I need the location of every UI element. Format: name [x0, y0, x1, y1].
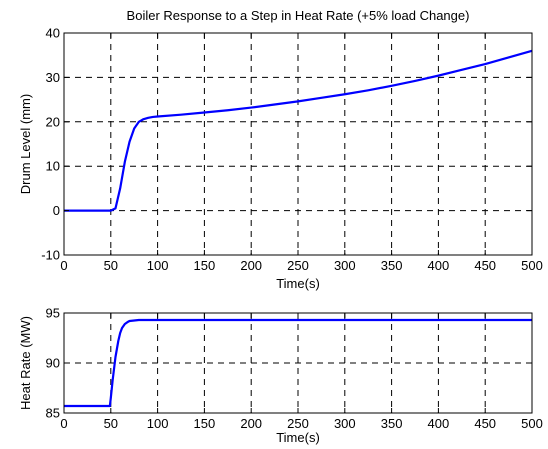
drum-level-x-tick-label: 500 — [521, 258, 543, 273]
drum-level-x-tick-label: 300 — [334, 258, 356, 273]
drum-level-x-tick-label: 150 — [194, 258, 216, 273]
heat-rate-x-tick-label: 200 — [240, 416, 262, 431]
drum-level-chart: 0 50 100 150 200 250 300 350 400 450 500-100102030… — [18, 8, 543, 291]
heat-rate-x-tick-label: 350 — [381, 416, 403, 431]
heat-rate-x-tick-label: 500 — [521, 416, 543, 431]
drum-level-y-tick-label: 0 — [53, 203, 60, 218]
heat-rate-x-tick-label: 400 — [428, 416, 450, 431]
heat-rate-y-axis-label: Heat Rate (MW) — [18, 316, 33, 410]
drum-level-y-tick-label: 10 — [46, 159, 60, 174]
drum-level-chart-title: Boiler Response to a Step in Heat Rate (… — [127, 8, 470, 23]
heat-rate-y-tick-label: 90 — [46, 356, 60, 371]
heat-rate-series-line — [64, 318, 532, 408]
heat-rate-chart: 0 50 100 150 200 250 300 350 400 450 500 85 90 95 Time… — [18, 306, 543, 446]
heat-rate-x-tick-label: 450 — [474, 416, 496, 431]
drum-level-y-tick-label: 20 — [46, 114, 60, 129]
heat-rate-x-tick-label: 250 — [287, 416, 309, 431]
heat-rate-x-tick-label: 0 — [60, 416, 67, 431]
drum-level-x-tick-label: 450 — [474, 258, 496, 273]
drum-level-x-tick-label: 350 — [381, 258, 403, 273]
drum-level-series-line — [64, 49, 533, 212]
drum-level-y-tick-label: 30 — [46, 70, 60, 85]
drum-level-x-axis-label: Time(s) — [276, 276, 320, 291]
drum-level-y-axis-label: Drum Level (mm) — [18, 94, 33, 194]
drum-level-x-tick-label: 0 — [60, 258, 67, 273]
heat-rate-x-tick-label: 150 — [194, 416, 216, 431]
heat-rate-x-axis-label: Time(s) — [276, 430, 320, 445]
drum-level-y-tick-label: -10 — [41, 248, 60, 263]
drum-level-x-tick-label: 50 — [104, 258, 118, 273]
heat-rate-y-tick-label: 95 — [46, 306, 60, 321]
heat-rate-x-tick-label: 300 — [334, 416, 356, 431]
heat-rate-y-tick-label: 85 — [46, 406, 60, 421]
drum-level-x-tick-label: 100 — [147, 258, 169, 273]
drum-level-x-tick-label: 400 — [428, 258, 450, 273]
drum-level-x-tick-label: 250 — [287, 258, 309, 273]
drum-level-y-tick-label: 40 — [46, 26, 60, 41]
drum-level-x-tick-label: 200 — [240, 258, 262, 273]
heat-rate-x-tick-label: 50 — [104, 416, 118, 431]
heat-rate-x-tick-label: 100 — [147, 416, 169, 431]
